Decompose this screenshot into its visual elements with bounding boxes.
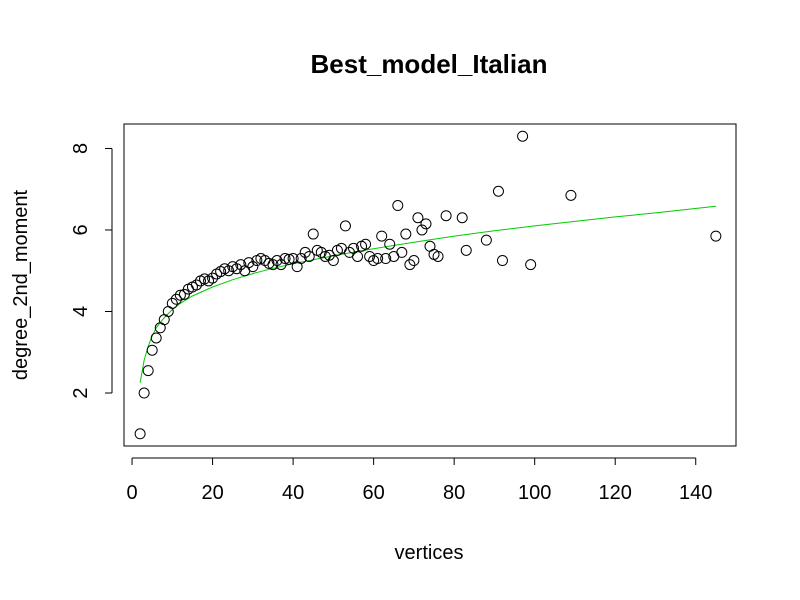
x-tick-label: 120 (599, 482, 632, 504)
data-point (231, 263, 243, 275)
data-point (380, 253, 392, 265)
chart-title: Best_model_Italian (311, 49, 548, 79)
y-axis-label: degree_2nd_moment (10, 189, 32, 380)
y-tick-label: 6 (70, 224, 92, 235)
data-point (146, 344, 158, 356)
points-layer (134, 130, 722, 440)
data-point (150, 332, 162, 344)
data-point (456, 212, 468, 224)
data-point (134, 428, 146, 440)
x-tick-label: 100 (518, 482, 551, 504)
x-axis: 0 20 40 60 80 100 120 140 (126, 457, 712, 504)
data-point (565, 189, 577, 201)
y-axis: 2 4 6 8 (70, 143, 113, 399)
data-point (267, 259, 279, 271)
y-tick-label: 4 (70, 306, 92, 317)
data-point (299, 246, 311, 258)
data-point (492, 185, 504, 197)
data-point (303, 250, 315, 262)
data-point (420, 218, 432, 230)
data-point (364, 250, 376, 262)
x-axis-label: vertices (395, 542, 464, 564)
data-point (496, 255, 508, 267)
data-point (396, 246, 408, 258)
data-point (384, 238, 396, 250)
data-point (372, 253, 384, 265)
data-point (480, 234, 492, 246)
data-point (166, 297, 178, 309)
data-point (460, 244, 472, 256)
data-point (247, 261, 259, 273)
data-point (295, 253, 307, 265)
data-point (416, 224, 428, 236)
data-point (517, 130, 529, 142)
data-point (283, 253, 295, 265)
data-point (327, 255, 339, 267)
x-tick-label: 20 (201, 482, 223, 504)
data-point (710, 230, 722, 242)
plot-frame (123, 123, 737, 447)
fit-line (139, 205, 716, 383)
x-tick-label: 0 (126, 482, 137, 504)
data-point (400, 228, 412, 240)
data-point (440, 210, 452, 222)
data-point (190, 279, 202, 291)
data-point (315, 246, 327, 258)
data-point (360, 238, 372, 250)
data-point (142, 365, 154, 377)
y-tick-label: 8 (70, 143, 92, 154)
data-point (243, 257, 255, 269)
x-tick-label: 40 (282, 482, 304, 504)
x-tick-label: 60 (363, 482, 385, 504)
data-point (432, 250, 444, 262)
data-point (263, 257, 275, 269)
x-tick-label: 80 (443, 482, 465, 504)
data-point (339, 220, 351, 232)
data-point (352, 250, 364, 262)
data-point (271, 255, 283, 267)
data-point (376, 230, 388, 242)
data-point (174, 289, 186, 301)
data-point (408, 255, 420, 267)
data-point (525, 259, 537, 271)
data-point (307, 228, 319, 240)
data-point (275, 259, 287, 271)
data-point (412, 212, 424, 224)
fit-line-layer (139, 205, 716, 383)
data-point (404, 259, 416, 271)
y-tick-label: 2 (70, 387, 92, 398)
data-point (223, 265, 235, 277)
x-tick-label: 140 (679, 482, 712, 504)
data-point (207, 272, 219, 284)
data-point (170, 293, 182, 305)
data-point (392, 200, 404, 212)
data-point (138, 387, 150, 399)
data-point (279, 253, 291, 265)
data-point (235, 259, 247, 271)
